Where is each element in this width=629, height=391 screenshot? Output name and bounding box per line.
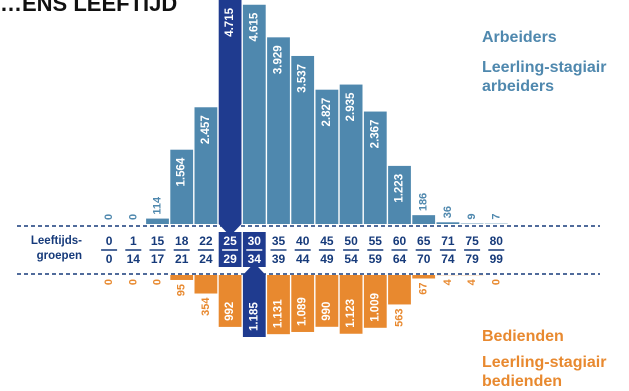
legend-leerling-bedienden: Leerling-stagiair bedienden [482,353,606,391]
bedienden-value-label: 1.131 [273,299,285,328]
legend-leerling-arbeiders-line2: arbeiders [482,77,606,96]
legend-bedienden: Bedienden [482,327,564,346]
age-group-to: 54 [344,252,358,266]
age-group-to: 34 [248,252,262,266]
age-group-to: 99 [490,252,504,266]
arbeiders-value-label: 186 [418,193,430,211]
age-group-from: 18 [175,234,189,248]
age-group-to: 29 [223,252,237,266]
age-group-from: 0 [106,234,113,248]
age-group-from: 71 [441,234,455,248]
arbeiders-value-label: 4.615 [248,12,260,41]
bedienden-bar [170,275,193,280]
bedienden-bar [412,275,435,279]
arbeiders-value-label: 1.564 [176,157,188,186]
arbeiders-value-label: 2.827 [321,98,333,127]
arbeiders-value-label: 4.715 [224,7,236,36]
age-group-from: 80 [490,234,504,248]
legend-leerling-arbeiders: Leerling-stagiair arbeiders [482,58,606,96]
arbeiders-value-label: 2.367 [369,120,381,149]
bedienden-value-label: 0 [127,279,139,285]
age-group-from: 75 [465,234,479,248]
age-group-from: 65 [417,234,431,248]
arbeiders-value-label: 9 [466,213,478,219]
age-group-to: 24 [199,252,213,266]
bedienden-value-label: 4 [466,278,478,285]
age-group-to: 74 [441,252,455,266]
bedienden-value-label: 1.123 [345,299,357,328]
legend-arbeiders: Arbeiders [482,28,557,47]
bedienden-value-label: 1.089 [297,297,309,326]
bedienden-value-label: 95 [176,284,188,296]
legend-bedienden-label: Bedienden [482,327,564,346]
age-group-to: 44 [296,252,310,266]
arbeiders-value-label: 7 [490,214,502,220]
age-group-to: 17 [151,252,165,266]
age-group-from: 30 [248,234,262,248]
arbeiders-value-label: 3.929 [273,45,285,74]
age-group-from: 45 [320,234,334,248]
bedienden-value-label: 0 [490,279,502,285]
arbeiders-value-label: 0 [103,214,115,220]
age-group-to: 0 [106,252,113,266]
legend-leerling-bedienden-line2: bedienden [482,372,606,391]
bedienden-value-label: 4 [442,278,454,285]
arbeiders-value-label: 114 [152,196,164,215]
age-group-to: 14 [127,252,141,266]
axis-label-line2: groepen [37,250,82,262]
age-group-from: 15 [151,234,165,248]
arbeiders-value-label: 3.537 [297,64,309,93]
age-group-from: 1 [130,234,137,248]
bedienden-value-label: 990 [321,302,333,321]
bedienden-value-label: 0 [103,279,115,285]
age-group-from: 60 [393,234,407,248]
legend-leerling-arbeiders-line1: Leerling-stagiair [482,58,606,77]
bedienden-value-label: 354 [200,297,212,316]
legend-leerling-bedienden-line1: Leerling-stagiair [482,353,606,372]
age-group-to: 64 [393,252,407,266]
bedienden-value-label: 1.185 [248,302,260,331]
arbeiders-value-label: 2.457 [200,115,212,144]
age-group-from: 55 [369,234,383,248]
arbeiders-bar [412,215,435,224]
bedienden-bar [388,275,411,304]
bedienden-value-label: 563 [394,308,406,326]
age-group-to: 79 [465,252,479,266]
bedienden-bar [195,275,218,294]
age-group-to: 70 [417,252,431,266]
legend-arbeiders-label: Arbeiders [482,28,557,47]
arbeiders-value-label: 1.223 [394,174,406,203]
arbeiders-bar [437,222,460,224]
arbeiders-value-label: 36 [442,206,454,218]
arbeiders-value-label: 0 [127,214,139,220]
bedienden-value-label: 67 [418,283,430,295]
arbeiders-value-label: 2.935 [345,92,357,121]
bedienden-value-label: 1.009 [369,293,381,322]
bedienden-value-label: 992 [224,302,236,321]
age-group-from: 25 [223,234,237,248]
age-group-from: 40 [296,234,310,248]
bedienden-value-label: 0 [152,279,164,285]
age-group-to: 59 [369,252,383,266]
age-group-to: 49 [320,252,334,266]
age-group-from: 22 [199,234,213,248]
age-group-to: 21 [175,252,189,266]
axis-label-line1: Leeftijds- [31,235,82,247]
arbeiders-bar [146,219,169,224]
age-group-from: 35 [272,234,286,248]
age-group-from: 50 [344,234,358,248]
age-group-to: 39 [272,252,286,266]
